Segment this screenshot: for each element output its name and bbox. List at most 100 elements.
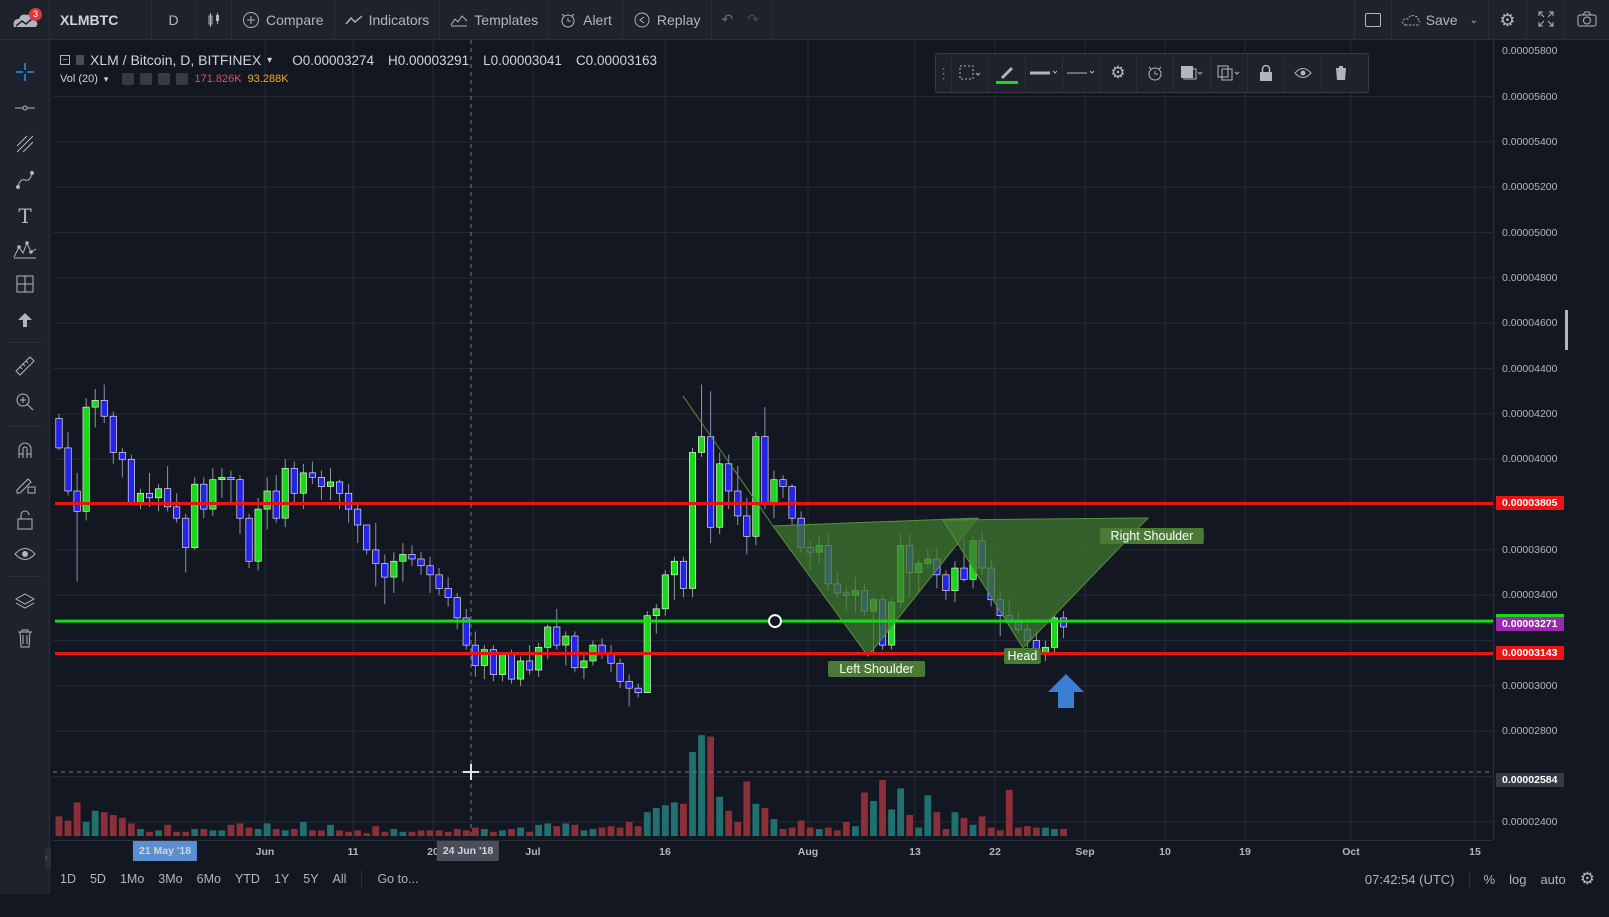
object-tree-tool[interactable] <box>13 590 37 614</box>
study-chevron-icon[interactable]: ▾ <box>103 73 109 84</box>
pitchfork-tool[interactable] <box>13 132 37 156</box>
candle-body <box>91 400 99 408</box>
crosshair-tool[interactable] <box>13 60 37 84</box>
time-axis[interactable]: Jun 11 20 Jul 16 Aug 13 22 Sep 10 19 Oct 15 21 May '1… <box>53 840 1493 864</box>
magnet-tool[interactable] <box>13 438 37 462</box>
toolbar-drag-handle[interactable]: ⋮ <box>936 54 952 92</box>
stay-in-drawing-tool[interactable] <box>13 472 37 496</box>
candle-body <box>64 447 72 492</box>
zoom-tool[interactable] <box>13 390 37 414</box>
lock-drawing-button[interactable] <box>1248 54 1285 92</box>
volume-bar <box>399 831 407 836</box>
arrow-tool[interactable] <box>13 308 37 332</box>
volume-bar <box>444 831 452 836</box>
utc-clock[interactable]: 07:42:54 (UTC) <box>1364 871 1455 887</box>
study-visibility-icon[interactable] <box>122 73 135 85</box>
chart-pane[interactable]: Left Shoulder Head Right Shoulder <box>53 40 1493 840</box>
range-button-5d[interactable]: 5D <box>89 872 106 886</box>
remove-drawings-tool[interactable] <box>13 626 37 650</box>
range-button-3mo[interactable]: 3Mo <box>158 872 183 886</box>
notification-badge: 3 <box>29 7 42 21</box>
ruler-tool[interactable] <box>13 354 37 378</box>
series-title[interactable]: XLM / Bitcoin, D, BITFINEX <box>90 52 262 68</box>
clone-button[interactable] <box>1211 54 1248 92</box>
bottombar-right: 07:42:54 (UTC) % log auto ⚙ <box>1365 864 1609 894</box>
range-button-1d[interactable]: 1D <box>60 872 76 886</box>
hide-drawing-button[interactable] <box>1285 54 1322 92</box>
lock-drawings-tool[interactable] <box>13 508 37 532</box>
maximize-button[interactable] <box>1527 0 1565 40</box>
horizontal-ray-tool[interactable] <box>13 96 37 120</box>
replay-button[interactable]: Replay <box>623 0 712 40</box>
zoom-in-icon <box>16 393 34 411</box>
prediction-tool[interactable] <box>13 272 37 296</box>
save-button[interactable]: Save ⌄ <box>1392 0 1489 40</box>
volume-bar <box>951 812 959 836</box>
volume-bar <box>462 830 470 836</box>
volume-bar <box>661 805 669 836</box>
volume-bar <box>607 826 615 836</box>
interval-button[interactable]: D <box>152 0 196 40</box>
symbol-search[interactable]: XLMBTC <box>50 0 152 40</box>
volume-bar <box>73 802 81 836</box>
range-button-5y[interactable]: 5Y <box>303 872 319 886</box>
lock-icon <box>1260 65 1272 81</box>
alert-on-drawing-button[interactable] <box>1137 54 1174 92</box>
volume-bar <box>245 827 253 836</box>
redo-icon[interactable]: ↷ <box>747 11 759 27</box>
templates-button[interactable]: Templates <box>440 0 550 40</box>
study-add-icon[interactable] <box>158 73 171 85</box>
indicators-button[interactable]: Indicators <box>335 0 441 40</box>
candle-body <box>562 635 570 646</box>
fullscreen-layout-button[interactable] <box>1353 0 1392 40</box>
series-menu-chevron-icon[interactable]: ▾ <box>267 54 273 66</box>
compare-button[interactable]: Compare <box>232 0 335 40</box>
visual-order-button[interactable] <box>1174 54 1211 92</box>
line-style-button[interactable] <box>1063 54 1100 92</box>
candle-body <box>435 574 443 589</box>
price-label: 0.00004600 <box>1502 317 1558 330</box>
collapse-legend-icon[interactable]: − <box>60 55 70 65</box>
price-axis-scrollbar[interactable] <box>1565 40 1609 840</box>
pattern-leg <box>682 395 774 527</box>
snapshot-button[interactable] <box>1565 0 1609 40</box>
log-scale-toggle[interactable]: log <box>1509 871 1527 887</box>
brush-tool[interactable] <box>13 168 37 192</box>
undo-icon[interactable]: ↶ <box>721 11 734 27</box>
hide-drawings-tool[interactable] <box>13 542 37 566</box>
percent-scale-toggle[interactable]: % <box>1483 871 1496 887</box>
alert-button[interactable]: Alert <box>549 0 623 40</box>
auto-scale-toggle[interactable]: auto <box>1540 871 1566 887</box>
chart-type-button[interactable] <box>196 0 232 40</box>
tradingview-logo[interactable]: 3 <box>0 0 50 40</box>
volume-bar <box>209 830 217 836</box>
candle-body <box>55 418 63 449</box>
volume-bar <box>761 808 769 836</box>
volume-bar <box>852 826 859 836</box>
line-width-button[interactable] <box>1026 54 1063 92</box>
study-settings-icon[interactable] <box>140 73 153 85</box>
scrollbar-thumb[interactable] <box>1565 310 1568 350</box>
text-tool[interactable]: T <box>13 204 37 228</box>
gear-icon[interactable]: ⚙ <box>1579 869 1595 888</box>
price-axis[interactable]: 0.00005800 0.00005600 0.00005400 0.00005200… <box>1493 40 1565 840</box>
pattern-tool[interactable] <box>13 238 37 262</box>
study-close-icon[interactable] <box>176 73 189 85</box>
volume-study-label[interactable]: Vol (20) <box>60 73 98 85</box>
range-button-1y[interactable]: 1Y <box>273 872 290 886</box>
volume-bar <box>987 827 995 836</box>
range-button-all[interactable]: All <box>332 872 347 886</box>
volume-bar <box>137 829 144 836</box>
range-button-6mo[interactable]: 6Mo <box>196 872 221 886</box>
goto-date-button[interactable]: Go to... <box>377 872 419 886</box>
blue-arrow-up-icon <box>1048 674 1084 708</box>
drawing-settings-button[interactable]: ⚙ <box>1100 54 1137 92</box>
delete-drawing-button[interactable] <box>1322 54 1359 92</box>
line-color-button[interactable] <box>989 54 1026 92</box>
price-chart[interactable]: Left Shoulder Head Right Shoulder <box>53 40 1493 840</box>
sidebar-collapse-handle[interactable]: ‹ <box>45 848 51 868</box>
range-button-1mo[interactable]: 1Mo <box>119 872 145 886</box>
settings-button[interactable]: ⚙ <box>1489 0 1527 40</box>
drawing-template-button[interactable] <box>952 54 989 92</box>
range-button-ytd[interactable]: YTD <box>234 872 260 886</box>
